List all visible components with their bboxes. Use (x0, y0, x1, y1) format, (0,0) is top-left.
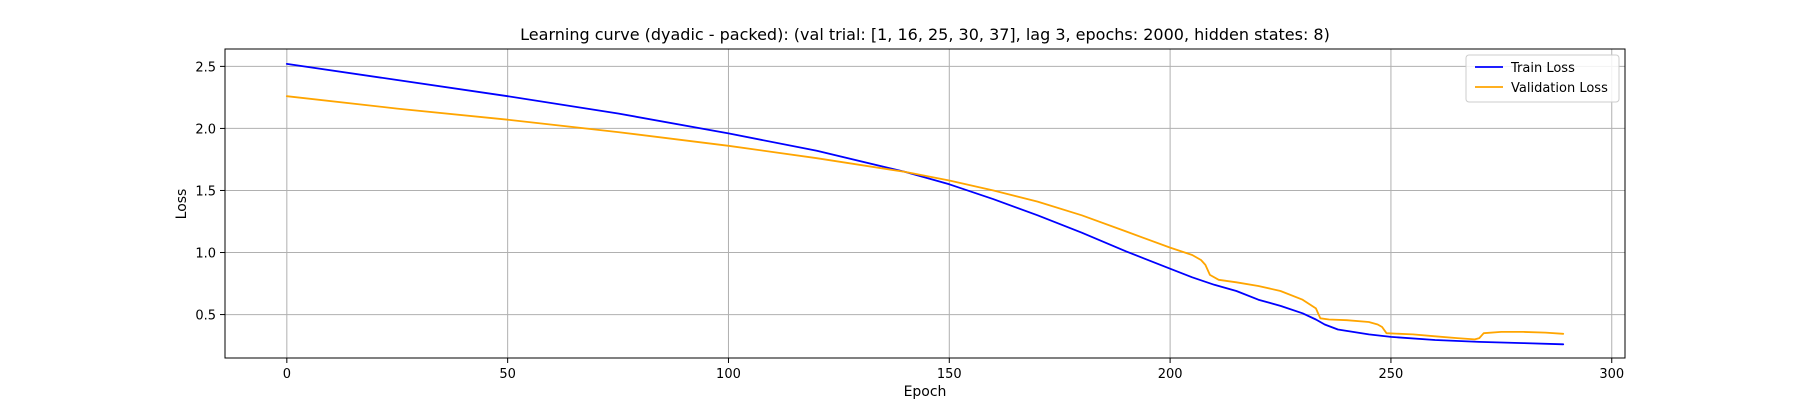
legend: Train Loss Validation Loss (1465, 54, 1620, 103)
legend-train-label: Train Loss (1510, 61, 1575, 76)
y-tick-label: 1.0 (195, 247, 216, 262)
y-tick-label: 0.5 (195, 309, 216, 324)
y-axis-label: Loss (174, 189, 190, 220)
x-tick-label: 150 (937, 367, 962, 382)
x-tick-label: 200 (1158, 367, 1183, 382)
x-axis-ticks: 0 50 100 150 200 250 300 (283, 358, 1624, 382)
y-axis-ticks: 0.5 1.0 1.5 2.0 2.5 (195, 60, 225, 324)
x-tick-label: 0 (283, 367, 291, 382)
train-loss-line (285, 63, 1565, 346)
legend-validation-label: Validation Loss (1511, 81, 1608, 96)
x-tick-label: 100 (716, 367, 741, 382)
legend-box (1465, 54, 1620, 103)
validation-loss-line (285, 95, 1565, 341)
y-tick-label: 2.0 (195, 122, 216, 137)
x-tick-label: 50 (499, 367, 516, 382)
x-tick-label: 300 (1599, 367, 1624, 382)
x-tick-label: 250 (1379, 367, 1404, 382)
plot-area-frame (224, 48, 1626, 359)
y-tick-label: 2.5 (195, 60, 216, 75)
series-lines (285, 63, 1565, 346)
grid-lines (225, 49, 1625, 358)
chart-title: Learning curve (dyadic - packed): (val t… (520, 25, 1330, 44)
y-tick-label: 1.5 (195, 184, 216, 199)
x-axis-label: Epoch (904, 384, 947, 400)
